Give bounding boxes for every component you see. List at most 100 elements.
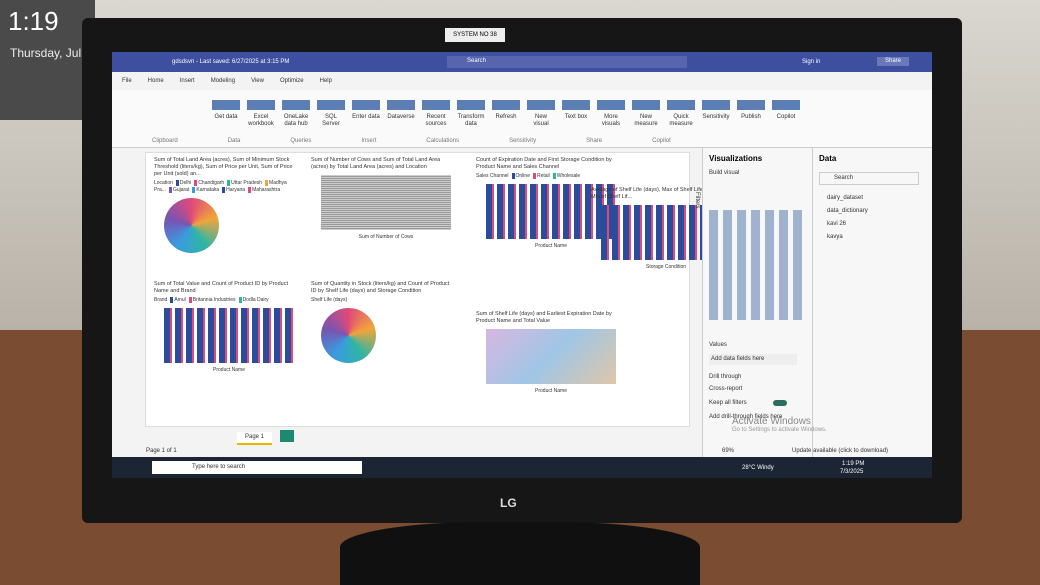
visual-art (321, 308, 376, 363)
group-label: Clipboard (152, 138, 178, 144)
ribbon-button[interactable]: Enter data (352, 100, 380, 128)
zoom[interactable]: 69% (722, 448, 735, 454)
visual-title: Sum of Quantity in Stock (liters/kg) and… (311, 281, 450, 294)
build-visual[interactable]: Build visual (709, 170, 740, 176)
watermark-text: Go to Settings to activate Windows. (732, 427, 827, 433)
group-label: Sensitivity (509, 138, 537, 144)
ribbon-button[interactable]: Quick measure (667, 100, 695, 128)
legend-item: Wholesale (552, 173, 581, 179)
axis-label: Storage Condition (645, 264, 687, 270)
drill-well[interactable]: Add drill-through fields here (709, 414, 783, 420)
data-search[interactable]: Search (819, 172, 919, 185)
ribbon-button[interactable]: Publish (737, 100, 765, 128)
tab: View (251, 78, 264, 84)
keep-filters[interactable]: Keep all filters (709, 400, 747, 406)
group-label: Share (586, 138, 603, 144)
ribbon-button[interactable]: Sensitivity (702, 100, 730, 128)
legend: Shelf Life (days) (311, 297, 461, 304)
legend-item: Dodla Dairy (238, 297, 269, 303)
stand (340, 522, 700, 585)
visual-title: Sum of Total Value and Count of Product … (154, 281, 289, 294)
table-item: kavya (827, 234, 843, 240)
tab: Optimize (279, 78, 304, 84)
weather: 28°C Windy (742, 465, 774, 471)
watermark: Activate Windows Go to Settings to activ… (732, 416, 827, 434)
ribbon-button[interactable]: Excel workbook (247, 100, 275, 128)
ribbon-button[interactable]: New measure (632, 100, 660, 128)
visual-art (486, 329, 616, 384)
axis-label: Product Name (535, 243, 567, 249)
cross-report[interactable]: Cross-report (709, 386, 743, 392)
page-tab[interactable]: Page 1 (237, 432, 273, 445)
date: 7/3/2025 (840, 469, 864, 475)
values-well[interactable]: Add data fields here (709, 354, 797, 365)
time: 1:19 PM (842, 461, 865, 467)
ribbon-tabs: File Home Insert Modeling View Optimize Help (122, 78, 332, 85)
ribbon-button[interactable]: More visuals (597, 100, 625, 128)
visual-art (164, 308, 294, 363)
update[interactable]: Update available (click to download) (792, 448, 889, 454)
group-label: Data (227, 138, 241, 144)
taskbar: Type here to search 28°C Windy 1:19 PM 7… (112, 457, 932, 478)
ribbon-buttons: Get data Excel workbook OneLake data hub SQ… (212, 100, 800, 128)
visual-art (486, 184, 616, 239)
file-name: gdsdsvn - Last saved: 6/27/2025 at 3:15 … (172, 59, 290, 65)
ribbon-button[interactable]: Transform data (457, 100, 485, 128)
tab: Modeling (210, 78, 236, 84)
legend-item: Maharashtra (248, 187, 281, 193)
sticker: SYSTEM NO 38 (445, 28, 505, 42)
pane-title: Visualizations (709, 154, 763, 163)
data-pane: Data Search dairy_dataset data_dictionary… (812, 148, 932, 478)
legend: Brand Amul Britannia Industries Dodla Dairy (154, 297, 304, 304)
legend-item: Amul (170, 297, 186, 303)
tab: Insert (179, 78, 195, 84)
tables: dairy_dataset data_dictionary kavi 26 kavya (827, 192, 868, 244)
table-item: dairy_dataset (827, 195, 864, 201)
legend-item: Online (511, 173, 530, 179)
ribbon-button[interactable]: SQL Server (317, 100, 345, 128)
search[interactable]: Search (447, 56, 687, 68)
legend-title: Brand (154, 297, 168, 303)
legend-title: Shelf Life (days) (311, 297, 348, 303)
report-canvas: Sum of Total Land Area (acres), Sum of M… (145, 152, 731, 427)
screen: gdsdsvn - Last saved: 6/27/2025 at 3:15 … (112, 52, 932, 478)
share[interactable]: Share (877, 57, 910, 66)
ribbon-button[interactable]: Get data (212, 100, 240, 128)
visual-title: Sum of Number of Cows and Sum of Total L… (311, 157, 441, 170)
ribbon-button[interactable]: Text box (562, 100, 590, 128)
sign-in[interactable]: Sign in (802, 59, 821, 65)
visual-icons[interactable] (709, 210, 804, 320)
ribbon-button[interactable]: Recent sources (422, 100, 450, 128)
visual-title: Count of Expiration Date and First Stora… (476, 157, 612, 170)
visual-title: Sum of Total Land Area (acres), Sum of M… (154, 157, 293, 177)
brand: LG (500, 496, 517, 510)
legend-item: Britannia Industries (188, 297, 236, 303)
ribbon-button[interactable]: OneLake data hub (282, 100, 310, 128)
ribbon-button[interactable]: Refresh (492, 100, 520, 128)
visual-art (321, 175, 451, 230)
visual: Sum of Total Land Area (acres), Sum of M… (154, 157, 304, 282)
tab: Help (319, 78, 332, 84)
legend: Sales Channel Online Retail Wholesale (476, 173, 626, 180)
ribbon-button[interactable]: New visual (527, 100, 555, 128)
add-page[interactable] (280, 430, 294, 442)
visualizations-pane: Visualizations Build visual Values Add d… (702, 148, 812, 478)
taskbar-search[interactable]: Type here to search (152, 461, 362, 474)
ribbon: Get data Excel workbook OneLake data hub SQ… (112, 90, 932, 148)
page-count: Page 1 of 1 (146, 448, 177, 454)
group-label: Calculations (426, 138, 460, 144)
filters[interactable]: Filters (694, 192, 700, 209)
phone: 1:19 Thursday, Jul (0, 0, 95, 120)
axis-label: Product Name (535, 388, 567, 394)
ribbon-button[interactable]: Copilot (772, 100, 800, 128)
visual: Count of Expiration Date and First Stora… (476, 157, 626, 282)
legend-item: Madhya Pra... (154, 180, 287, 193)
legend-item: Retail (532, 173, 550, 179)
group-label: Queries (290, 138, 312, 144)
pane-title: Data (819, 154, 837, 163)
legend-item: Haryana (222, 187, 246, 193)
toggle[interactable] (773, 400, 787, 406)
watermark-title: Activate Windows (732, 416, 811, 427)
legend-item: Uttar Pradesh (227, 180, 263, 186)
ribbon-button[interactable]: Dataverse (387, 100, 415, 128)
